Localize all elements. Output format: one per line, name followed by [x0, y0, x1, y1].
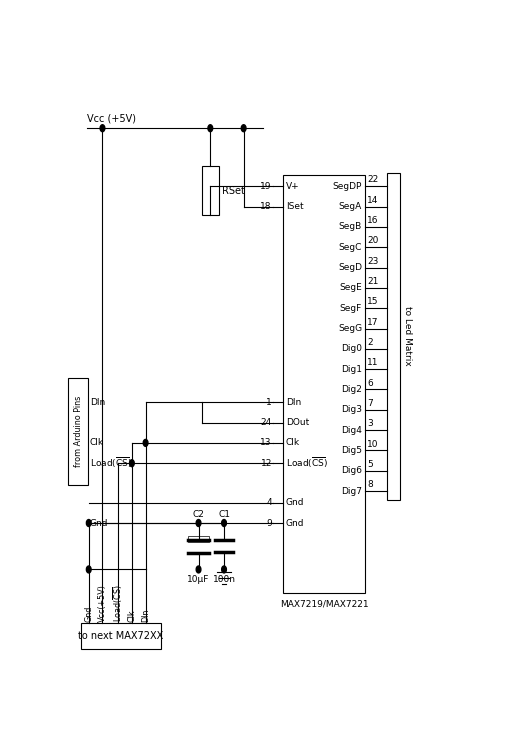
- Text: 22: 22: [367, 176, 378, 185]
- Text: 19: 19: [260, 182, 271, 191]
- Text: Clk: Clk: [285, 438, 299, 447]
- Text: Load($\overline{\mathrm{CS}}$): Load($\overline{\mathrm{CS}}$): [90, 456, 132, 470]
- Circle shape: [129, 460, 134, 467]
- Text: SegDP: SegDP: [332, 182, 362, 191]
- Text: 14: 14: [367, 196, 378, 204]
- Circle shape: [196, 520, 200, 526]
- Circle shape: [86, 520, 91, 526]
- Text: C1: C1: [218, 510, 230, 519]
- Circle shape: [221, 566, 226, 573]
- Text: DIn: DIn: [141, 608, 150, 622]
- Circle shape: [100, 124, 105, 132]
- Text: SegE: SegE: [339, 284, 362, 293]
- Text: 7: 7: [367, 399, 372, 408]
- Text: Gnd: Gnd: [285, 498, 304, 507]
- Text: 17: 17: [367, 317, 378, 326]
- Text: Gnd: Gnd: [84, 605, 93, 622]
- Text: Dig1: Dig1: [340, 365, 362, 374]
- Text: 5: 5: [367, 460, 372, 469]
- Text: to Led Matrix: to Led Matrix: [402, 306, 411, 366]
- Text: C2: C2: [192, 510, 204, 519]
- Text: Clk: Clk: [127, 609, 136, 622]
- Text: 20: 20: [367, 236, 378, 245]
- Text: RSet: RSet: [222, 185, 244, 195]
- Text: Dig4: Dig4: [340, 425, 362, 434]
- Text: 100n: 100n: [212, 575, 235, 584]
- Text: DIn: DIn: [90, 398, 105, 406]
- Text: 10µF: 10µF: [187, 575, 209, 584]
- Text: 18: 18: [260, 202, 271, 211]
- Text: Clk: Clk: [90, 438, 104, 447]
- Text: SegB: SegB: [338, 222, 362, 231]
- Text: 15: 15: [367, 297, 378, 306]
- Text: Dig3: Dig3: [340, 406, 362, 414]
- Bar: [68, 378, 88, 486]
- Text: DIn: DIn: [285, 398, 300, 406]
- Text: MAX7219/MAX7221: MAX7219/MAX7221: [279, 599, 368, 608]
- Text: from Arduino Pins: from Arduino Pins: [74, 396, 82, 467]
- Text: 21: 21: [367, 277, 378, 286]
- Text: Dig6: Dig6: [340, 466, 362, 475]
- Text: 11: 11: [367, 358, 378, 367]
- Text: V+: V+: [285, 182, 299, 191]
- Circle shape: [196, 566, 200, 573]
- Circle shape: [143, 440, 147, 446]
- Bar: [188, 536, 209, 542]
- Text: 4: 4: [266, 498, 271, 507]
- Bar: [201, 166, 219, 216]
- Text: 8: 8: [367, 480, 372, 489]
- Text: Gnd: Gnd: [90, 519, 108, 528]
- Text: Dig7: Dig7: [340, 486, 362, 495]
- Text: Dig0: Dig0: [340, 345, 362, 354]
- Bar: [81, 623, 161, 649]
- Text: Load($\overline{\mathrm{CS}}$): Load($\overline{\mathrm{CS}}$): [111, 584, 125, 622]
- Circle shape: [241, 124, 245, 132]
- Text: Gnd: Gnd: [285, 519, 304, 528]
- Text: ISet: ISet: [285, 202, 303, 211]
- Text: Dig5: Dig5: [340, 446, 362, 455]
- Text: Dig2: Dig2: [340, 385, 362, 394]
- Text: 16: 16: [367, 216, 378, 225]
- Text: Vcc(+5V): Vcc(+5V): [98, 584, 107, 622]
- Text: SegG: SegG: [337, 324, 362, 333]
- Text: 23: 23: [367, 256, 378, 265]
- Text: 2: 2: [367, 338, 372, 347]
- Text: 10: 10: [367, 440, 378, 449]
- Text: 1: 1: [266, 398, 271, 406]
- Text: Load($\overline{\mathrm{CS}}$): Load($\overline{\mathrm{CS}}$): [285, 456, 327, 470]
- Text: SegC: SegC: [338, 243, 362, 252]
- Bar: [386, 173, 400, 500]
- Text: SegD: SegD: [337, 263, 362, 272]
- Text: 12: 12: [260, 458, 271, 467]
- Circle shape: [86, 566, 91, 573]
- Text: to next MAX72XX: to next MAX72XX: [78, 631, 164, 641]
- Text: SegA: SegA: [338, 202, 362, 211]
- Text: 13: 13: [260, 438, 271, 447]
- Text: Vcc (+5V): Vcc (+5V): [87, 114, 135, 124]
- Text: 3: 3: [367, 419, 372, 428]
- Circle shape: [208, 124, 212, 132]
- Text: SegF: SegF: [339, 304, 362, 313]
- Text: DOut: DOut: [285, 418, 309, 427]
- Text: 9: 9: [266, 519, 271, 528]
- Bar: [282, 175, 365, 593]
- Circle shape: [221, 520, 226, 526]
- Text: 6: 6: [367, 379, 372, 388]
- Text: 24: 24: [260, 418, 271, 427]
